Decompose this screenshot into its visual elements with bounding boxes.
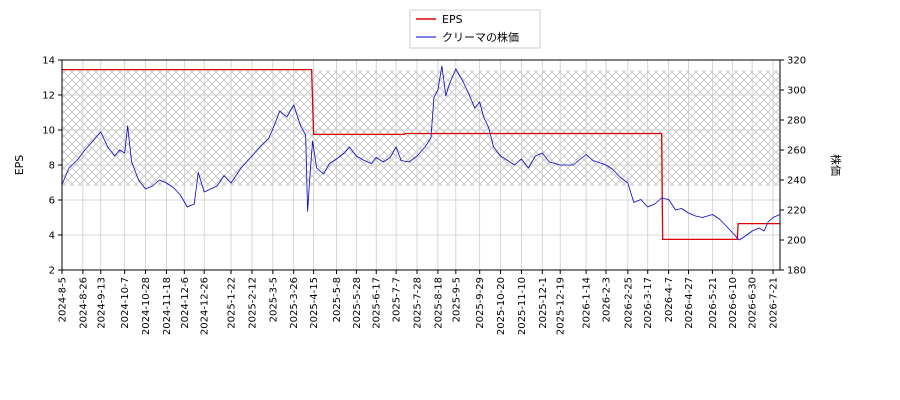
x-tick-label: 2025-5-28 bbox=[352, 277, 363, 329]
x-tick-label: 2025-3-26 bbox=[289, 277, 300, 329]
legend-label-price: クリーマの株価 bbox=[442, 30, 519, 44]
x-tick-label: 2025-6-17 bbox=[372, 277, 383, 329]
x-tick-label: 2026-7-21 bbox=[769, 277, 780, 329]
x-tick-label: 2024-9-13 bbox=[96, 277, 107, 329]
legend-box bbox=[409, 9, 541, 49]
y-right-tick-label: 260 bbox=[787, 146, 806, 157]
x-tick-label: 2024-12-6 bbox=[180, 277, 191, 329]
x-tick-label: 2025-2-12 bbox=[247, 277, 258, 329]
x-tick-label: 2025-12-19 bbox=[556, 277, 567, 335]
y-axis-left: 2 4 6 8 10 12 14 bbox=[42, 56, 62, 277]
x-tick-label: 2026-3-17 bbox=[643, 277, 654, 329]
x-tick-label: 2026-6-30 bbox=[748, 277, 759, 329]
x-tick-label: 2024-10-7 bbox=[120, 277, 131, 329]
series-layer bbox=[62, 65, 780, 241]
x-tick-label: 2024-11-18 bbox=[162, 277, 173, 335]
x-tick-label: 2026-6-10 bbox=[728, 277, 739, 329]
x-tick-label: 2024-12-26 bbox=[200, 277, 211, 335]
x-tick-label: 2024-8-26 bbox=[78, 277, 89, 329]
y-left-tick-label: 10 bbox=[42, 126, 55, 137]
x-tick-label: 2025-10-20 bbox=[496, 277, 507, 335]
y-axis-right: 180 200 220 240 260 280 300 320 bbox=[780, 56, 806, 277]
x-tick-label: 2026-2-25 bbox=[623, 277, 634, 329]
grid bbox=[61, 59, 780, 271]
y-right-tick-label: 280 bbox=[787, 116, 806, 127]
x-tick-label: 2025-3-5 bbox=[268, 277, 279, 322]
x-tick-label: 2025-7-28 bbox=[413, 277, 424, 329]
x-tick-label: 2025-9-29 bbox=[475, 277, 486, 329]
y-right-tick-label: 200 bbox=[787, 236, 806, 247]
y-axis-right-title: 株価 bbox=[829, 154, 843, 176]
x-tick-label: 2025-5-8 bbox=[332, 277, 343, 322]
y-right-tick-label: 300 bbox=[787, 86, 806, 97]
x-tick-label: 2025-11-10 bbox=[517, 277, 528, 335]
y-axis-left-title: EPS bbox=[13, 155, 26, 176]
x-tick-label: 2026-5-21 bbox=[708, 277, 719, 329]
y-right-tick-label: 320 bbox=[787, 56, 806, 67]
y-left-tick-label: 12 bbox=[42, 91, 55, 102]
price-line bbox=[62, 65, 780, 241]
hatched-band bbox=[62, 70, 780, 186]
x-tick-label: 2025-9-5 bbox=[451, 277, 462, 322]
x-tick-label: 2025-12-1 bbox=[538, 277, 549, 329]
legend: EPS クリーマの株価 bbox=[409, 9, 541, 49]
legend-label-eps: EPS bbox=[442, 13, 463, 26]
x-tick-label: 2026-4-27 bbox=[684, 277, 695, 329]
x-tick-label: 2024-8-5 bbox=[58, 277, 69, 322]
x-axis: 2024-8-5 2024-8-26 2024-9-13 2024-10-7 2024-… bbox=[58, 270, 780, 335]
y-left-tick-label: 6 bbox=[49, 196, 55, 207]
x-tick-label: 2025-4-15 bbox=[309, 277, 320, 329]
x-tick-label: 2026-2-3 bbox=[601, 277, 612, 322]
y-right-tick-label: 180 bbox=[787, 266, 806, 277]
y-left-tick-label: 2 bbox=[49, 266, 55, 277]
y-right-tick-label: 220 bbox=[787, 206, 806, 217]
x-tick-label: 2026-4-7 bbox=[664, 277, 675, 322]
y-right-tick-label: 240 bbox=[787, 176, 806, 187]
x-tick-label: 2025-8-18 bbox=[433, 277, 444, 329]
x-tick-label: 2026-1-14 bbox=[582, 277, 593, 329]
eps-line bbox=[62, 68, 780, 241]
x-tick-label: 2025-7-7 bbox=[392, 277, 403, 322]
x-tick-label: 2025-1-22 bbox=[227, 277, 238, 329]
y-left-tick-label: 14 bbox=[42, 56, 55, 67]
y-left-tick-label: 4 bbox=[49, 231, 55, 242]
y-left-tick-label: 8 bbox=[49, 161, 55, 172]
x-tick-label: 2024-10-28 bbox=[141, 277, 152, 335]
